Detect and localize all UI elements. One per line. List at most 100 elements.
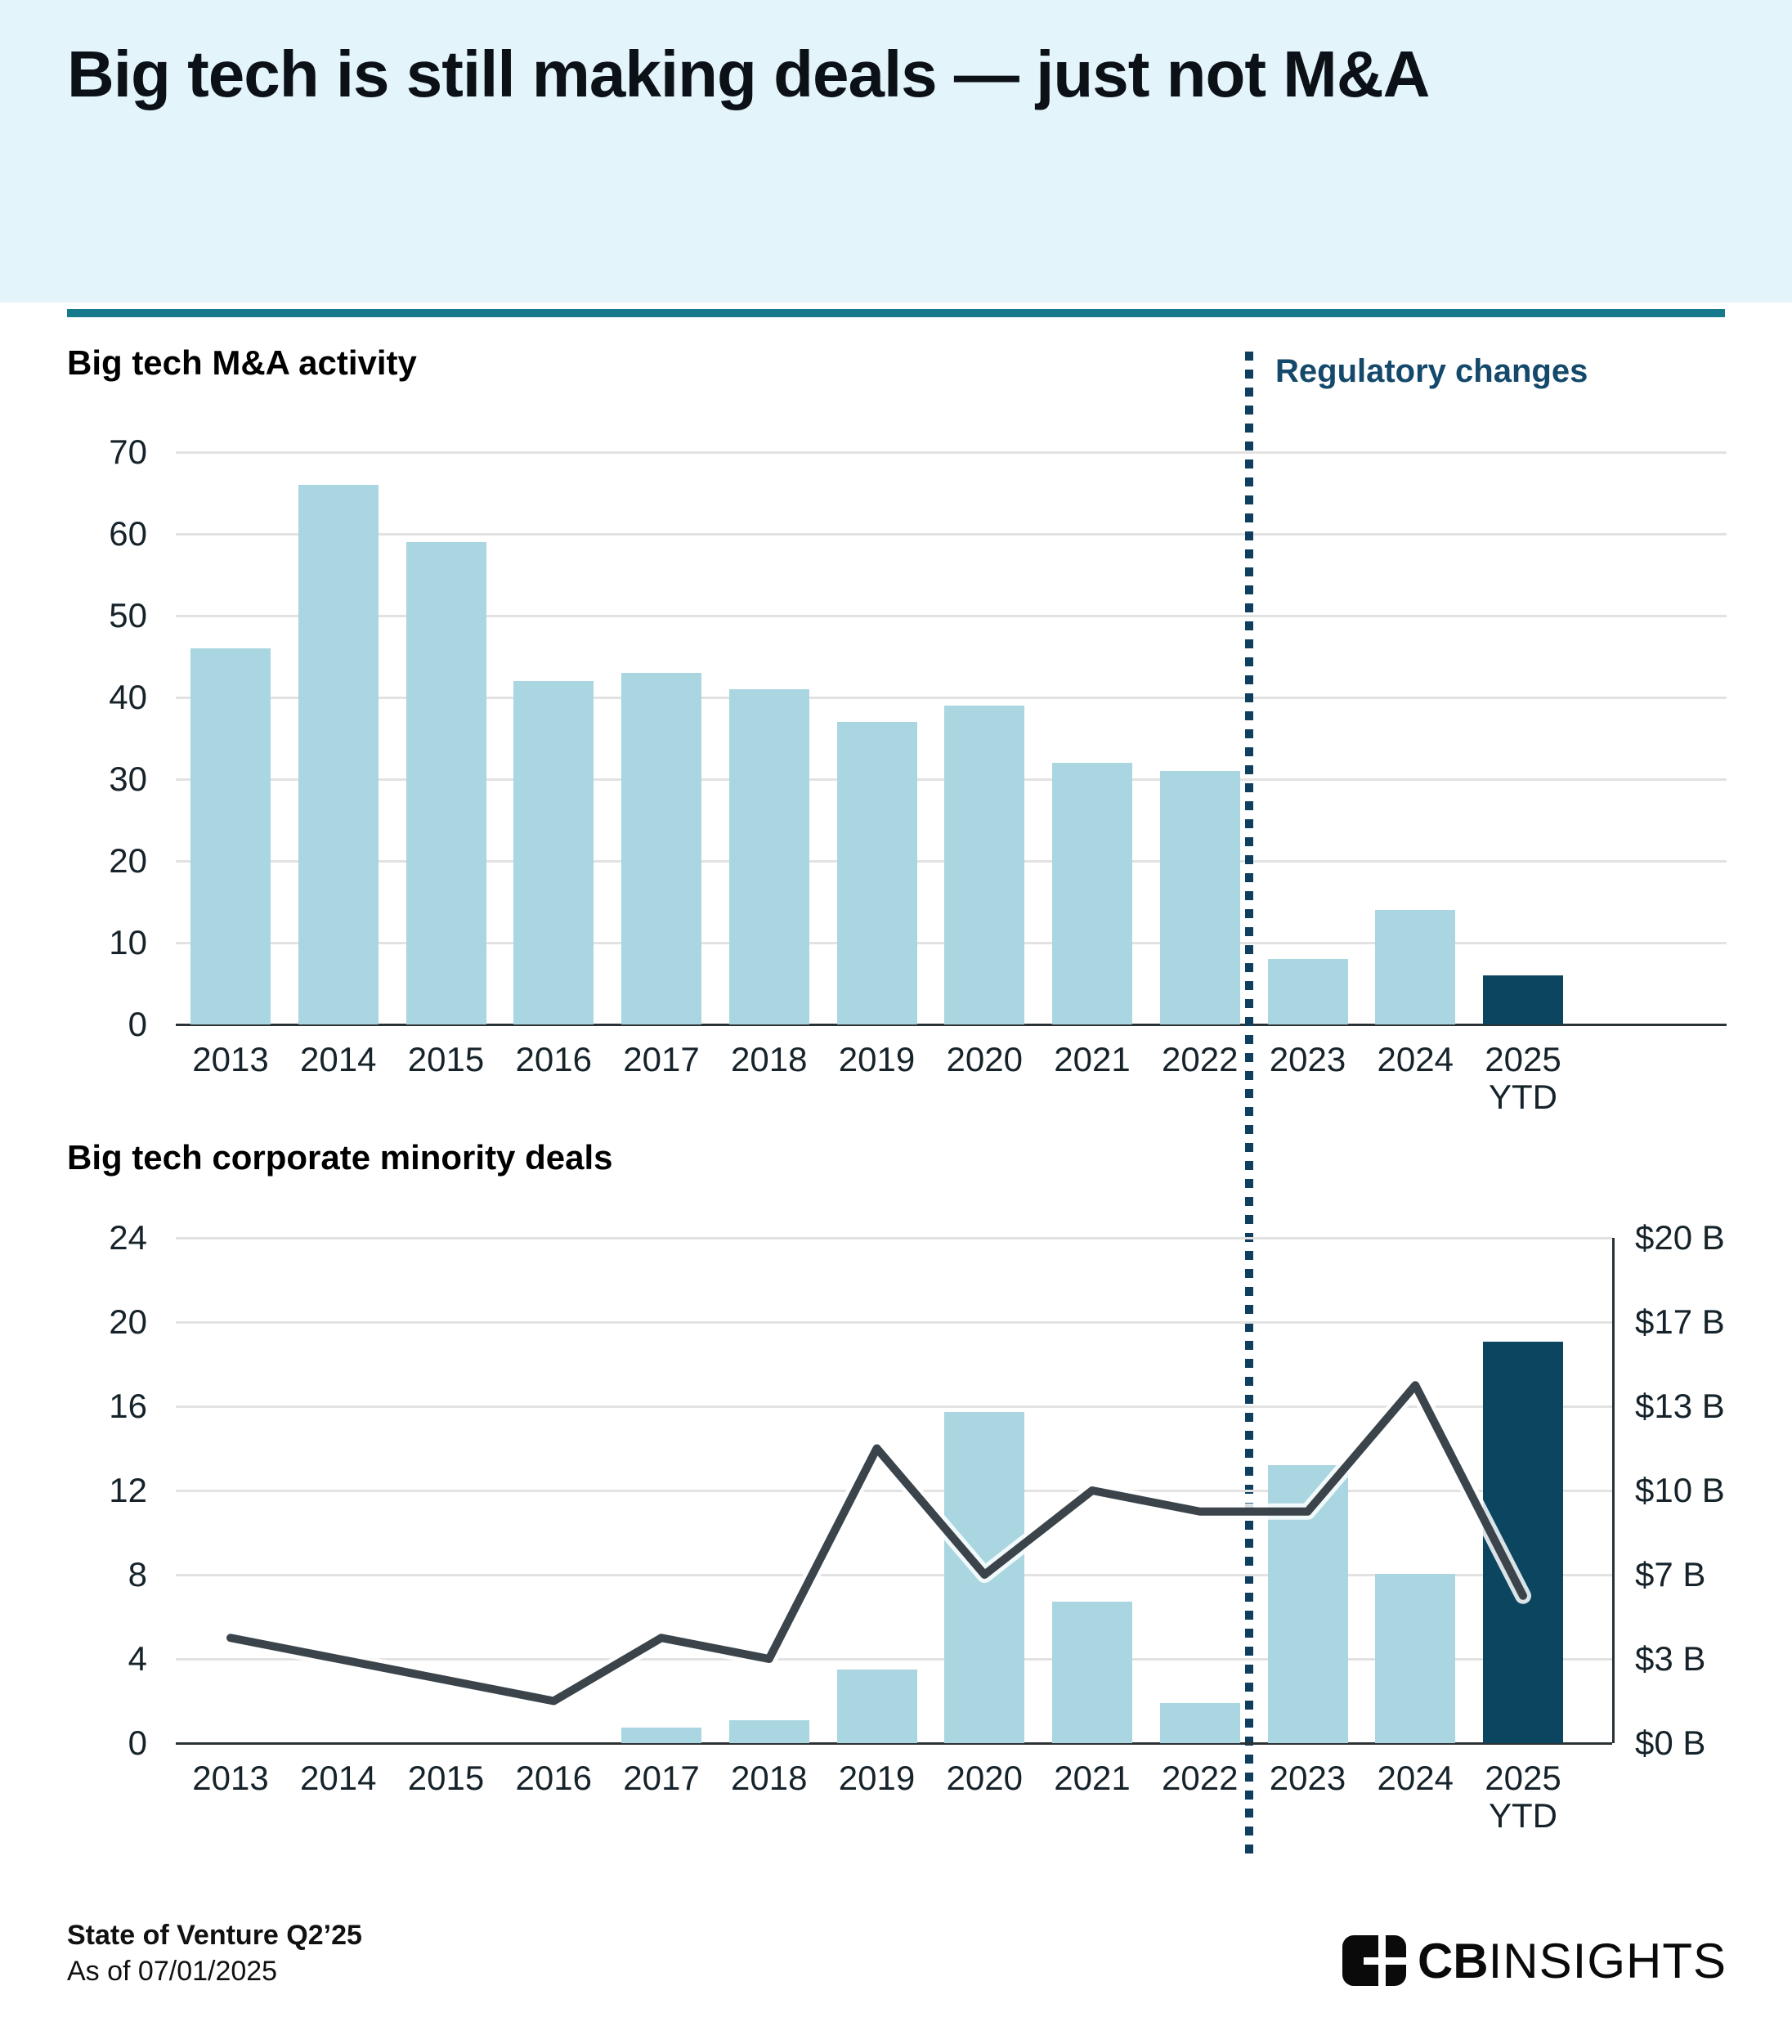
x-tick-line: 2018	[731, 1040, 808, 1078]
bar-2021	[1052, 1601, 1132, 1743]
right-tick-label-5: $17 B	[1635, 1302, 1725, 1341]
x-tick-label-2018: 2018	[715, 1041, 823, 1078]
x-tick-line: 2021	[1054, 1759, 1131, 1797]
x-tick-line: 2024	[1377, 1759, 1454, 1797]
x-tick-line: 2017	[623, 1759, 700, 1797]
x-tick-line: YTD	[1489, 1796, 1557, 1835]
bar-2024	[1375, 1573, 1456, 1743]
gridline-50	[176, 615, 1727, 617]
right-tick-label-1: $3 B	[1635, 1639, 1706, 1678]
x-tick-label-2021: 2021	[1038, 1041, 1146, 1078]
x-tick-label-2019: 2019	[823, 1759, 931, 1797]
bar-2016	[513, 681, 594, 1024]
x-tick-line: 2022	[1162, 1040, 1239, 1078]
left-tick-label-0: 0	[128, 1724, 147, 1762]
x-tick-label-2013: 2013	[177, 1041, 284, 1078]
bar-2025-YTD	[1483, 975, 1563, 1024]
x-tick-line: 2019	[838, 1759, 916, 1797]
y-tick-label-30: 30	[109, 760, 147, 798]
bar-2024	[1375, 910, 1456, 1024]
chart1-title: Big tech M&A activity	[67, 343, 417, 382]
x-tick-label-2017: 2017	[607, 1041, 715, 1078]
bar-2020	[944, 706, 1025, 1024]
cbinsights-logo-icon	[1342, 1935, 1406, 1986]
x-tick-line: 2023	[1269, 1759, 1346, 1797]
x-tick-label-2023: 2023	[1254, 1041, 1362, 1078]
x-tick-line: 2020	[946, 1759, 1023, 1797]
title-underline-rule	[67, 309, 1725, 317]
bar-2018	[728, 1720, 809, 1743]
x-tick-line: 2022	[1162, 1759, 1239, 1797]
source-title: State of Venture Q2’25	[67, 1920, 362, 1951]
x-tick-line: YTD	[1489, 1078, 1557, 1116]
x-tick-label-2016: 2016	[500, 1041, 607, 1078]
gridline-20	[176, 1321, 1612, 1324]
regulatory-divider-dotted-line	[1245, 352, 1253, 1854]
x-tick-label-2015: 2015	[392, 1759, 500, 1797]
x-tick-line: 2025	[1485, 1759, 1561, 1797]
bar-2025-YTD	[1483, 1341, 1563, 1743]
gridline-12	[176, 1490, 1612, 1492]
logo-text-insights: INSIGHTS	[1488, 1933, 1727, 1988]
y-tick-label-10: 10	[109, 923, 147, 961]
right-tick-label-6: $20 B	[1635, 1218, 1725, 1257]
bar-2019	[836, 722, 917, 1024]
x-tick-line: 2023	[1269, 1040, 1346, 1078]
x-tick-label-2025-YTD: 2025 YTD	[1469, 1759, 1577, 1835]
x-tick-line: 2014	[300, 1759, 377, 1797]
gridline-60	[176, 533, 1727, 536]
x-tick-line: 2014	[300, 1040, 377, 1078]
bar-2021	[1052, 763, 1132, 1024]
y-tick-label-50: 50	[109, 596, 147, 634]
bar-2019	[836, 1670, 917, 1743]
cbinsights-logo: CB INSIGHTS	[1342, 1933, 1727, 1988]
x-tick-label-2024: 2024	[1361, 1759, 1469, 1797]
gridline-70	[176, 451, 1727, 454]
x-tick-label-2019: 2019	[823, 1041, 931, 1078]
y-tick-label-0: 0	[128, 1005, 147, 1043]
x-tick-label-2022: 2022	[1146, 1041, 1254, 1078]
bar-2015	[405, 542, 486, 1024]
left-tick-label-24: 24	[109, 1218, 147, 1257]
x-tick-label-2016: 2016	[500, 1759, 607, 1797]
x-tick-label-2024: 2024	[1361, 1041, 1469, 1078]
x-tick-label-2014: 2014	[284, 1041, 392, 1078]
x-tick-label-2022: 2022	[1146, 1759, 1254, 1797]
x-tick-label-2017: 2017	[607, 1759, 715, 1797]
gridline-40	[176, 697, 1727, 699]
left-tick-label-20: 20	[109, 1302, 147, 1341]
x-tick-line: 2025	[1485, 1040, 1561, 1078]
right-tick-label-2: $7 B	[1635, 1555, 1706, 1594]
x-tick-line: 2016	[515, 1759, 592, 1797]
left-tick-label-16: 16	[109, 1387, 147, 1425]
x-tick-label-2023: 2023	[1254, 1759, 1362, 1797]
right-tick-label-3: $10 B	[1635, 1471, 1725, 1509]
bar-2018	[728, 689, 809, 1024]
x-tick-label-2014: 2014	[284, 1759, 392, 1797]
right-tick-label-0: $0 B	[1635, 1724, 1706, 1762]
bar-2017	[621, 673, 701, 1024]
x-tick-line: 2019	[838, 1040, 916, 1078]
gridline-16	[176, 1405, 1612, 1408]
right-axis-spine	[1612, 1238, 1615, 1743]
x-tick-line: 2021	[1054, 1040, 1131, 1078]
x-tick-label-2015: 2015	[392, 1041, 500, 1078]
x-axis-baseline	[176, 1024, 1727, 1026]
x-tick-label-2013: 2013	[177, 1759, 284, 1797]
x-tick-line: 2020	[946, 1040, 1023, 1078]
gridline-24	[176, 1237, 1612, 1239]
y-tick-label-20: 20	[109, 841, 147, 880]
bar-2017	[621, 1728, 701, 1743]
bar-2014	[298, 485, 379, 1024]
x-tick-line: 2015	[407, 1040, 485, 1078]
y-tick-label-40: 40	[109, 678, 147, 716]
x-axis-baseline	[176, 1742, 1612, 1745]
x-tick-line: 2017	[623, 1040, 700, 1078]
bar-2023	[1267, 1465, 1348, 1743]
x-tick-label-2018: 2018	[715, 1759, 823, 1797]
left-tick-label-8: 8	[128, 1555, 147, 1594]
as-of-date: As of 07/01/2025	[67, 1956, 278, 1987]
right-tick-label-4: $13 B	[1635, 1387, 1725, 1425]
x-tick-line: 2018	[731, 1759, 808, 1797]
